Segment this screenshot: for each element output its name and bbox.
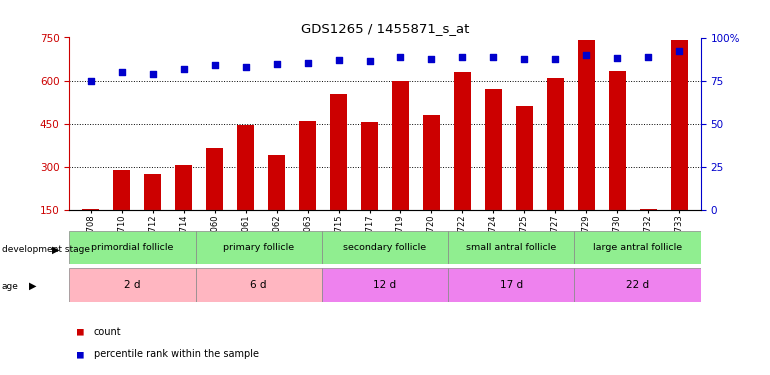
Bar bbox=[361, 122, 378, 253]
Point bbox=[302, 60, 314, 66]
Point bbox=[673, 48, 685, 54]
Point bbox=[363, 58, 376, 64]
Bar bbox=[516, 106, 533, 253]
Bar bbox=[448, 231, 574, 264]
Bar bbox=[448, 268, 574, 302]
Bar bbox=[69, 268, 196, 302]
Bar bbox=[322, 268, 448, 302]
Bar bbox=[574, 231, 701, 264]
Point bbox=[178, 66, 190, 72]
Bar bbox=[671, 40, 688, 253]
Text: primary follicle: primary follicle bbox=[223, 243, 294, 252]
Bar bbox=[574, 268, 701, 302]
Bar bbox=[640, 209, 657, 253]
Point bbox=[549, 56, 561, 62]
Text: secondary follicle: secondary follicle bbox=[343, 243, 427, 252]
Bar bbox=[196, 268, 322, 302]
Text: ■: ■ bbox=[77, 350, 84, 359]
Point bbox=[394, 54, 407, 60]
Title: GDS1265 / 1455871_s_at: GDS1265 / 1455871_s_at bbox=[301, 22, 469, 35]
Point bbox=[580, 52, 592, 58]
Point bbox=[425, 56, 437, 62]
Bar bbox=[392, 81, 409, 253]
Bar bbox=[268, 155, 285, 253]
Bar bbox=[82, 209, 99, 253]
Bar bbox=[454, 72, 471, 253]
Point bbox=[147, 71, 159, 77]
Bar bbox=[547, 78, 564, 253]
Text: large antral follicle: large antral follicle bbox=[593, 243, 682, 252]
Point bbox=[209, 62, 221, 68]
Bar bbox=[206, 148, 223, 253]
Point bbox=[642, 54, 654, 60]
Text: ▶: ▶ bbox=[28, 281, 36, 291]
Bar bbox=[237, 125, 254, 253]
Text: 12 d: 12 d bbox=[373, 280, 397, 290]
Text: percentile rank within the sample: percentile rank within the sample bbox=[94, 350, 259, 359]
Bar bbox=[330, 94, 347, 253]
Text: count: count bbox=[94, 327, 122, 337]
Text: ▶: ▶ bbox=[52, 244, 60, 254]
Text: ■: ■ bbox=[77, 327, 84, 337]
Point bbox=[116, 69, 128, 75]
Bar bbox=[144, 174, 162, 253]
Point bbox=[270, 61, 283, 67]
Bar bbox=[578, 40, 594, 253]
Bar bbox=[69, 231, 196, 264]
Text: 22 d: 22 d bbox=[626, 280, 649, 290]
Bar bbox=[322, 231, 448, 264]
Point bbox=[611, 55, 623, 61]
Point bbox=[487, 54, 500, 60]
Point bbox=[518, 56, 531, 62]
Text: development stage: development stage bbox=[2, 245, 89, 254]
Bar bbox=[485, 89, 502, 253]
Text: small antral follicle: small antral follicle bbox=[466, 243, 557, 252]
Point bbox=[85, 78, 97, 84]
Bar bbox=[176, 165, 192, 253]
Text: age: age bbox=[2, 282, 18, 291]
Bar bbox=[196, 231, 322, 264]
Point bbox=[239, 64, 252, 70]
Text: 17 d: 17 d bbox=[500, 280, 523, 290]
Text: 6 d: 6 d bbox=[250, 280, 267, 290]
Text: primordial follicle: primordial follicle bbox=[92, 243, 173, 252]
Bar bbox=[113, 170, 130, 253]
Bar bbox=[423, 115, 440, 253]
Bar bbox=[608, 70, 626, 253]
Point bbox=[333, 57, 345, 63]
Point bbox=[456, 54, 468, 60]
Text: 2 d: 2 d bbox=[124, 280, 141, 290]
Bar bbox=[299, 121, 316, 253]
